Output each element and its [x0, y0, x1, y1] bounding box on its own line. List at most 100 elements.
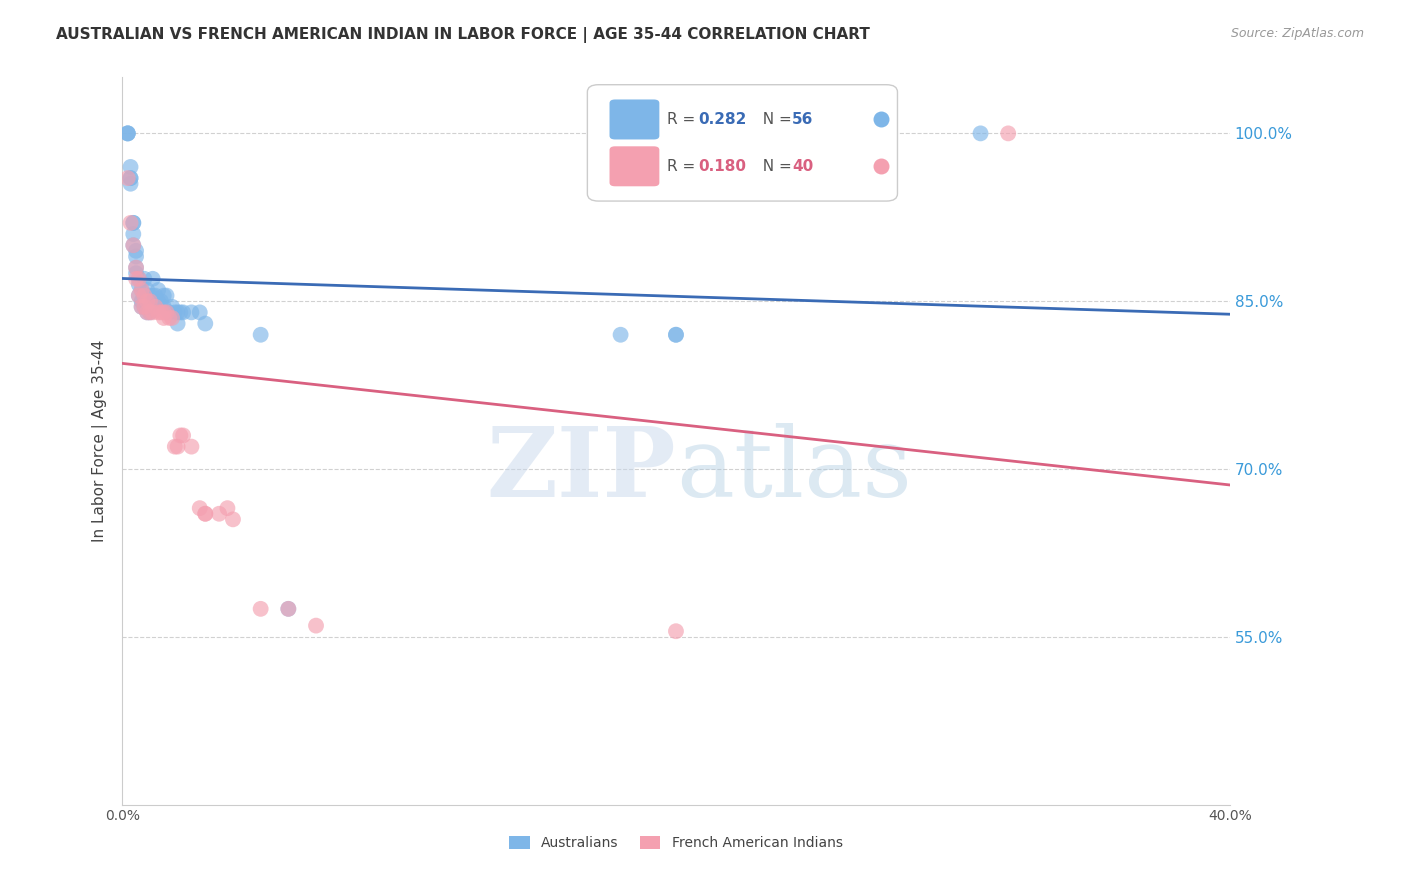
Text: R =: R = [666, 159, 700, 174]
Text: 0.282: 0.282 [699, 112, 747, 127]
Point [166, 317, 188, 331]
Point [142, 288, 165, 302]
Point [145, 300, 167, 314]
Point [194, 317, 217, 331]
Point [128, 288, 150, 302]
Point [157, 305, 180, 319]
Point [139, 305, 162, 319]
Point [125, 266, 148, 280]
FancyBboxPatch shape [610, 146, 659, 186]
Point [148, 305, 170, 319]
FancyBboxPatch shape [610, 100, 659, 139]
Point [134, 288, 156, 302]
Point [134, 300, 156, 314]
Point [609, 327, 631, 342]
Point [128, 277, 150, 292]
Point [180, 305, 202, 319]
FancyBboxPatch shape [588, 85, 897, 201]
Point [145, 288, 167, 302]
Point [122, 216, 145, 230]
Point [125, 244, 148, 258]
Point [305, 618, 328, 632]
Point [166, 440, 188, 454]
Point [188, 305, 211, 319]
Text: N =: N = [754, 112, 797, 127]
Point [169, 305, 191, 319]
Point [136, 305, 159, 319]
Point [128, 272, 150, 286]
Point [128, 272, 150, 286]
Point [120, 171, 142, 186]
Point [194, 507, 217, 521]
Point [122, 227, 145, 241]
Point [277, 602, 299, 616]
Point [131, 300, 153, 314]
Point [194, 507, 217, 521]
Text: R =: R = [666, 112, 700, 127]
Text: Source: ZipAtlas.com: Source: ZipAtlas.com [1230, 27, 1364, 40]
Point [117, 127, 139, 141]
Point [142, 272, 165, 286]
Point [969, 127, 991, 141]
Point [117, 171, 139, 186]
Point [152, 288, 174, 302]
Point [163, 305, 186, 319]
Point [180, 440, 202, 454]
Point [125, 272, 148, 286]
Point [166, 305, 188, 319]
Point [217, 501, 239, 516]
Point [131, 300, 153, 314]
Point [277, 602, 299, 616]
Point [120, 160, 142, 174]
Point [120, 171, 142, 186]
Point [152, 305, 174, 319]
Point [160, 300, 183, 314]
Point [122, 238, 145, 252]
Point [134, 300, 156, 314]
Point [188, 501, 211, 516]
Point [160, 310, 183, 325]
Point [249, 602, 271, 616]
Legend: Australians, French American Indians: Australians, French American Indians [503, 830, 848, 855]
Point [120, 177, 142, 191]
Point [155, 305, 177, 319]
Point [149, 305, 172, 319]
Point [249, 327, 271, 342]
Text: 0.180: 0.180 [699, 159, 747, 174]
Point [139, 294, 162, 309]
Point [665, 327, 688, 342]
Text: AUSTRALIAN VS FRENCH AMERICAN INDIAN IN LABOR FORCE | AGE 35-44 CORRELATION CHAR: AUSTRALIAN VS FRENCH AMERICAN INDIAN IN … [56, 27, 870, 43]
Point [142, 305, 165, 319]
Point [125, 260, 148, 275]
Point [149, 294, 172, 309]
Text: 40: 40 [792, 159, 814, 174]
Point [172, 305, 194, 319]
Y-axis label: In Labor Force | Age 35-44: In Labor Force | Age 35-44 [93, 340, 108, 542]
Point [122, 238, 145, 252]
Point [120, 216, 142, 230]
Point [117, 127, 139, 141]
Point [131, 283, 153, 297]
Point [136, 294, 159, 309]
Point [117, 127, 139, 141]
Text: 56: 56 [792, 112, 814, 127]
Point [125, 249, 148, 263]
Point [148, 294, 170, 309]
Text: atlas: atlas [676, 423, 912, 517]
Text: ZIP: ZIP [486, 423, 676, 517]
Point [139, 288, 162, 302]
Point [134, 272, 156, 286]
Point [122, 216, 145, 230]
Point [139, 300, 162, 314]
Point [136, 300, 159, 314]
Point [665, 624, 688, 639]
Point [172, 428, 194, 442]
Point [145, 300, 167, 314]
Point [152, 310, 174, 325]
Point [665, 327, 688, 342]
Point [131, 283, 153, 297]
Point [131, 294, 153, 309]
Point [139, 305, 162, 319]
Point [208, 507, 231, 521]
Point [997, 127, 1019, 141]
